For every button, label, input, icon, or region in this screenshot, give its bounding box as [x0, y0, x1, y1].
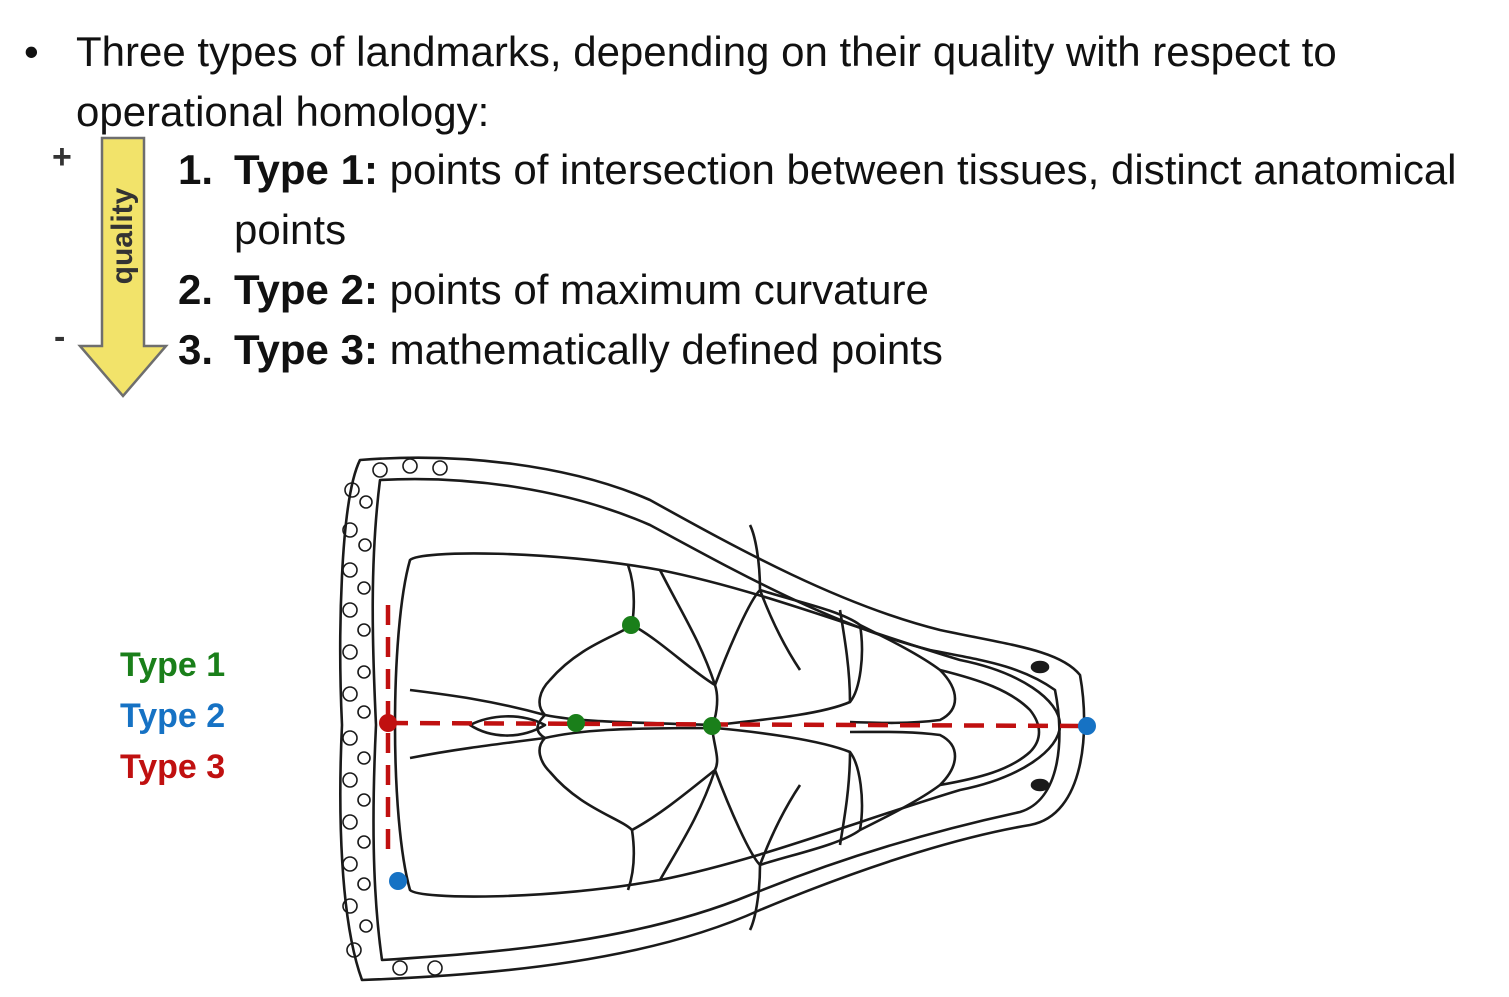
skull-outer-outline	[339, 456, 1086, 982]
scale	[357, 877, 371, 891]
nostril-bottom	[1030, 778, 1050, 792]
scale	[432, 460, 448, 476]
scale	[392, 960, 408, 976]
scale	[342, 522, 358, 538]
scale	[357, 793, 371, 807]
landmark-type2-dot	[389, 872, 407, 890]
list-item-number: 3.	[178, 326, 214, 373]
plate-nasal-bottom	[849, 730, 957, 832]
scale	[427, 960, 443, 976]
quality-plus-sign: +	[52, 138, 72, 176]
plate-prefrontal-bottom	[626, 829, 636, 891]
scale	[359, 495, 373, 509]
list-item-type: Type 1:	[234, 146, 378, 193]
list-item-number: 1.	[178, 146, 214, 193]
skull-border-band	[371, 477, 1061, 962]
type3-construction-lines	[385, 605, 1089, 850]
plate-supraocular-bottom	[658, 769, 717, 881]
scale	[342, 562, 358, 578]
plate-internasal-top	[748, 524, 762, 591]
intro-text: Three types of landmarks, depending on t…	[76, 28, 1337, 135]
intro-bullet: • Three types of landmarks, depending on…	[24, 22, 1494, 142]
plate-loreal-top	[758, 589, 852, 703]
legend-type-2: Type 2	[120, 697, 226, 735]
plate-nasal-top	[849, 623, 957, 725]
scale	[342, 772, 358, 788]
list-item-number: 2.	[178, 266, 214, 313]
list-item-description: points of maximum curvature	[377, 266, 929, 313]
list-item-type-1: 1. Type 1: points of intersection betwee…	[178, 140, 1478, 260]
list-item-type: Type 2:	[234, 266, 378, 313]
landmark-type1-dot	[703, 717, 721, 735]
quality-arrow-label: quality	[106, 187, 139, 284]
scale	[346, 942, 362, 958]
list-item-description: mathematically defined points	[377, 326, 943, 373]
scale	[357, 835, 371, 849]
scale	[342, 730, 358, 746]
nostril-top	[1030, 660, 1050, 674]
head-shield-outline	[393, 552, 1062, 898]
scale	[342, 686, 358, 702]
landmark-type3-dot	[379, 714, 397, 732]
plate-frontal-lower	[538, 726, 719, 832]
scale	[357, 751, 371, 765]
scale	[344, 482, 360, 498]
scale	[342, 602, 358, 618]
landmark-legend: Type 1 Type 2 Type 3	[120, 640, 225, 793]
scale	[342, 644, 358, 660]
plate-interparietal	[468, 715, 547, 737]
plate-supraocular-top	[658, 569, 717, 686]
lizard-skull-drawing	[339, 456, 1096, 982]
landmark-type1-dot	[622, 616, 640, 634]
scale	[342, 898, 358, 914]
type3-horizontal-line	[387, 720, 1089, 729]
scale	[359, 919, 373, 933]
quality-down-arrow-icon: quality	[77, 136, 169, 398]
plate-prefrontal-top	[626, 564, 636, 626]
scale	[357, 623, 371, 637]
plate-loreal-bottom	[758, 751, 852, 866]
plate-frontal	[538, 623, 719, 727]
landmark-type-list: 1. Type 1: points of intersection betwee…	[178, 140, 1478, 380]
scale	[342, 814, 358, 830]
legend-type-3: Type 3	[120, 748, 226, 786]
scale	[402, 458, 418, 474]
plate-rostral	[939, 668, 1041, 787]
list-item-type-2: 2. Type 2: points of maximum curvature	[178, 260, 1478, 320]
scale	[357, 665, 371, 679]
plate-internasal-bottom	[748, 864, 762, 931]
quality-minus-sign: -	[54, 318, 66, 356]
list-item-type-3: 3. Type 3: mathematically defined points	[178, 320, 1478, 380]
quality-arrow-shape	[77, 136, 169, 398]
scale	[357, 705, 371, 719]
scale	[372, 462, 388, 478]
landmark-type2-dot	[1078, 717, 1096, 735]
bullet-dot: •	[24, 28, 39, 75]
legend-type-1: Type 1	[120, 646, 226, 684]
scale	[357, 581, 371, 595]
landmark-type1-dot	[567, 714, 585, 732]
granular-scales	[342, 458, 448, 976]
list-item-description: points of intersection between tissues, …	[234, 146, 1457, 253]
scale	[358, 538, 372, 552]
list-item-type: Type 3:	[234, 326, 378, 373]
scale	[342, 856, 358, 872]
